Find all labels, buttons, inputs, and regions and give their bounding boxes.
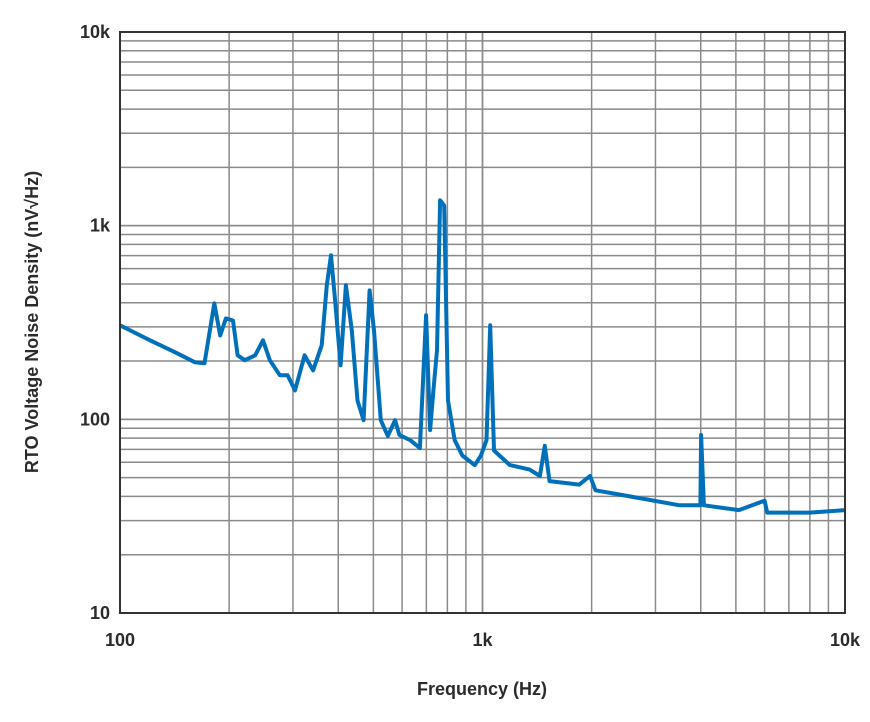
- y-tick-label: 10k: [80, 22, 111, 42]
- tick-labels: 100 1k 10k 10 100 1k 10k: [80, 22, 861, 650]
- plot-frame: [119, 31, 846, 614]
- x-axis-label: Frequency (Hz): [417, 679, 547, 699]
- y-tick-label: 100: [80, 409, 110, 429]
- x-tick-label: 100: [105, 630, 135, 650]
- x-tick-label: 10k: [830, 630, 861, 650]
- x-tick-label: 1k: [472, 630, 493, 650]
- y-axis-label: RTO Voltage Noise Density (nV√Hz): [22, 171, 42, 473]
- series-line: [119, 198, 846, 515]
- y-tick-label: 10: [90, 603, 110, 623]
- y-tick-label: 1k: [90, 216, 111, 236]
- grid: [119, 31, 846, 614]
